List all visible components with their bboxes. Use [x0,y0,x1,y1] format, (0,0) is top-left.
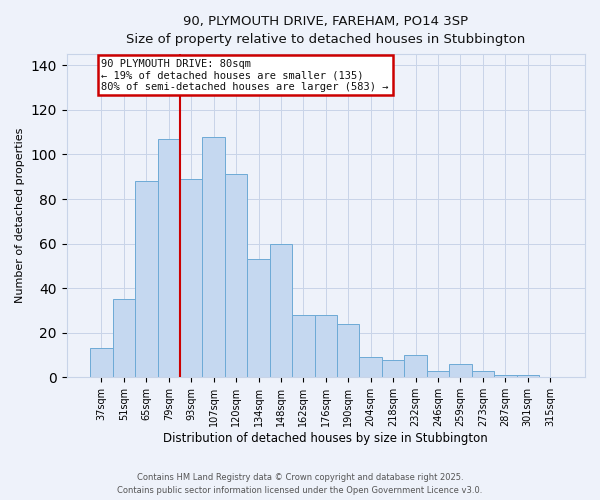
Bar [247,259,270,378]
Bar [270,244,292,378]
Bar [427,370,449,378]
Y-axis label: Number of detached properties: Number of detached properties [15,128,25,304]
Bar [449,364,472,378]
Bar [225,174,247,378]
Bar [135,181,158,378]
Bar [359,358,382,378]
Text: 90 PLYMOUTH DRIVE: 80sqm
← 19% of detached houses are smaller (135)
80% of semi-: 90 PLYMOUTH DRIVE: 80sqm ← 19% of detach… [101,58,389,92]
Bar [90,348,113,378]
Bar [494,375,517,378]
X-axis label: Distribution of detached houses by size in Stubbington: Distribution of detached houses by size … [163,432,488,445]
Title: 90, PLYMOUTH DRIVE, FAREHAM, PO14 3SP
Size of property relative to detached hous: 90, PLYMOUTH DRIVE, FAREHAM, PO14 3SP Si… [126,15,526,46]
Bar [517,375,539,378]
Bar [314,315,337,378]
Bar [158,139,180,378]
Bar [404,355,427,378]
Bar [180,179,202,378]
Bar [337,324,359,378]
Bar [472,370,494,378]
Bar [202,136,225,378]
Text: Contains HM Land Registry data © Crown copyright and database right 2025.
Contai: Contains HM Land Registry data © Crown c… [118,474,482,495]
Bar [382,360,404,378]
Bar [292,315,314,378]
Bar [113,300,135,378]
